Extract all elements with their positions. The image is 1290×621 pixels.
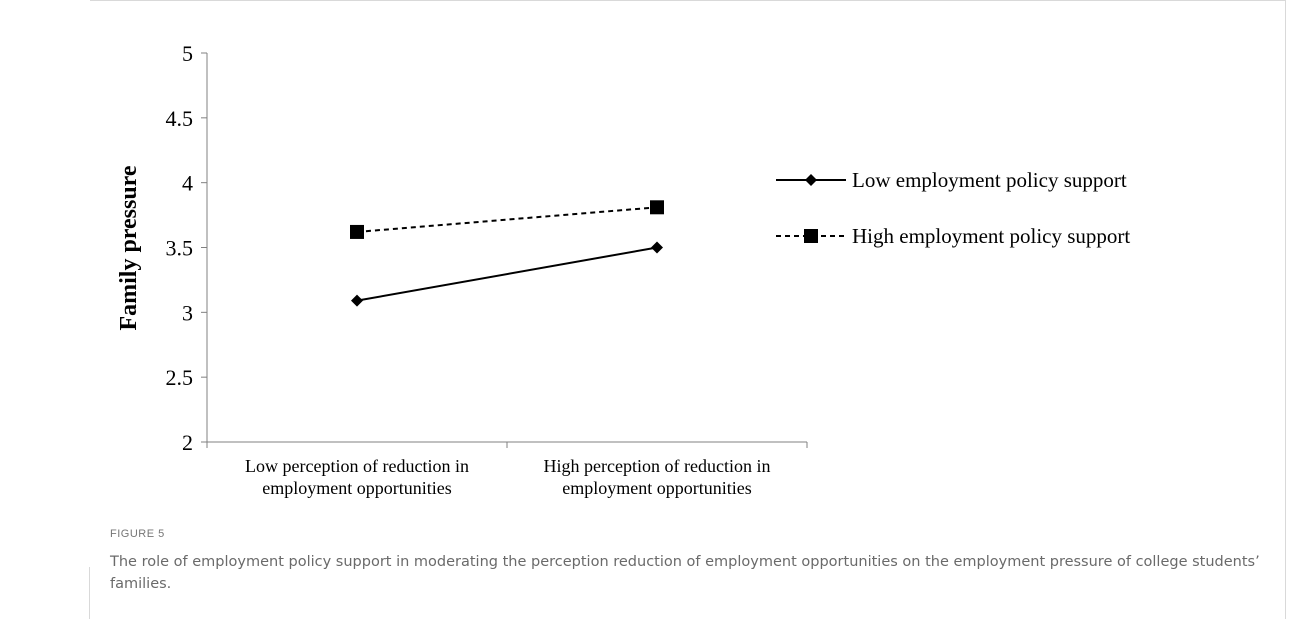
legend-label-1: Low employment policy support: [852, 168, 1127, 192]
figure-label: FIGURE 5: [110, 528, 165, 540]
y-tick-label: 3: [182, 300, 193, 325]
x-tick-label: Low perception of reduction in employment…: [245, 456, 469, 498]
legend-label-2: High employment policy support: [852, 224, 1130, 248]
y-tick-label: 3.5: [166, 236, 194, 261]
diamond-marker: [651, 241, 663, 254]
series-line-1: [356, 246, 658, 302]
figure-frame: [89, 0, 1286, 619]
x-tick-labels: Low perception of reduction in employment…: [245, 456, 770, 498]
series-line-2: [356, 206, 658, 233]
square-marker: [350, 224, 364, 239]
chart-series: [350, 200, 664, 307]
legend-marker-1: [805, 174, 817, 186]
figure-caption: The role of employment policy support in…: [110, 554, 1260, 592]
y-tick-label: 2.5: [166, 365, 194, 390]
square-marker: [650, 200, 664, 215]
y-tick-label: 4: [182, 171, 193, 196]
y-tick-label: 5: [182, 41, 193, 66]
y-tick-label: 4.5: [166, 106, 194, 131]
x-tick-label: High perception of reduction in employmen…: [544, 456, 771, 498]
line-chart: 2 2.5 3 3.5 4 4.5 5 Low perception of reductio…: [116, 41, 1130, 498]
y-axis-label: Family pressure: [116, 165, 142, 330]
y-tick-label: 2: [182, 430, 193, 455]
legend-marker-2: [804, 229, 818, 243]
diamond-marker: [351, 294, 363, 307]
y-tick-labels: 2 2.5 3 3.5 4 4.5 5: [166, 41, 194, 455]
chart-axes: [201, 52, 808, 448]
chart-legend: Low employment policy support High employ…: [776, 168, 1130, 248]
